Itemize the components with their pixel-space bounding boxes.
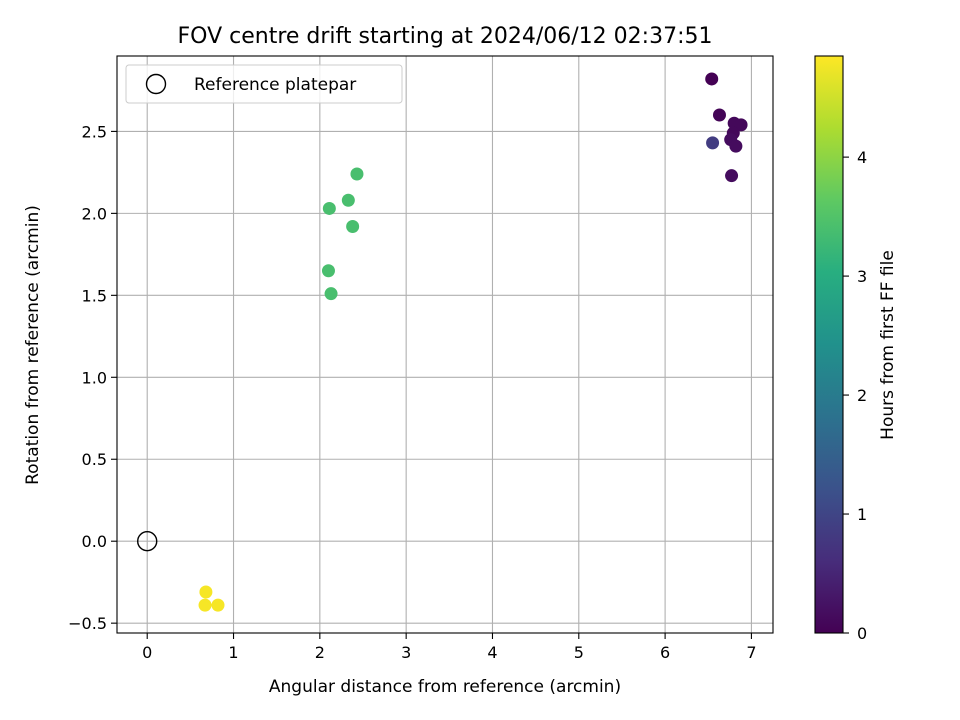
x-tick-label: 1 (228, 643, 238, 662)
legend-box (125, 64, 403, 104)
data-point (706, 136, 720, 150)
data-point (734, 118, 748, 132)
data-point (322, 201, 336, 215)
data-point (346, 219, 360, 233)
colorbar-tick-label: 0 (857, 624, 867, 643)
data-point (725, 169, 739, 183)
colorbar-tick-label: 1 (857, 505, 867, 524)
data-point (324, 287, 338, 301)
colorbar-tick-label: 2 (857, 386, 867, 405)
x-tick-label: 0 (142, 643, 152, 662)
data-point (350, 167, 364, 181)
x-axis-label: Angular distance from reference (arcmin) (269, 677, 621, 697)
chart-title: FOV centre drift starting at 2024/06/12 … (178, 24, 713, 49)
data-point (705, 72, 719, 86)
legend: Reference platepar (125, 64, 403, 104)
y-tick-label: 1.0 (82, 368, 107, 387)
data-point (199, 585, 213, 599)
y-axis-label: Rotation from reference (arcmin) (23, 205, 43, 485)
x-tick-label: 7 (746, 643, 756, 662)
y-tick-label: 0.5 (82, 450, 107, 469)
y-tick-label: 1.5 (82, 286, 107, 305)
x-tick-label: 6 (660, 643, 670, 662)
x-tick-label: 4 (487, 643, 497, 662)
plot-frame (116, 55, 774, 634)
legend-label: Reference platepar (194, 75, 356, 95)
y-tick-label: −0.5 (68, 614, 107, 633)
data-point (729, 139, 743, 153)
colorbar-tick-label: 4 (857, 148, 867, 167)
reference-platepar-point (137, 531, 158, 552)
y-tick-label: 2.5 (82, 122, 107, 141)
data-point (211, 598, 225, 612)
x-tick-label: 5 (574, 643, 584, 662)
legend-marker-open-circle (145, 73, 167, 95)
colorbar-frame (814, 55, 844, 634)
colorbar-gradient (815, 56, 843, 633)
colorbar-tick-label: 3 (857, 267, 867, 286)
colorbar-label: Hours from first FF file (878, 250, 898, 440)
y-axis-ticks: −0.5 0.0 0.5 1.0 1.5 2.0 2.5 (68, 122, 117, 633)
x-tick-label: 2 (315, 643, 325, 662)
data-points (198, 72, 748, 612)
plot-area-background (117, 56, 773, 633)
grid (117, 56, 773, 633)
y-tick-label: 2.0 (82, 204, 107, 223)
x-tick-label: 3 (401, 643, 411, 662)
data-point (712, 108, 726, 122)
data-point (341, 193, 355, 207)
reference-point-layer (137, 531, 158, 552)
y-tick-label: 0.0 (82, 532, 107, 551)
data-point (198, 598, 212, 612)
colorbar-ticks: 0 1 2 3 4 (843, 148, 867, 643)
x-axis-ticks: 0 1 2 3 4 5 6 7 (142, 633, 757, 662)
data-point (321, 264, 335, 278)
